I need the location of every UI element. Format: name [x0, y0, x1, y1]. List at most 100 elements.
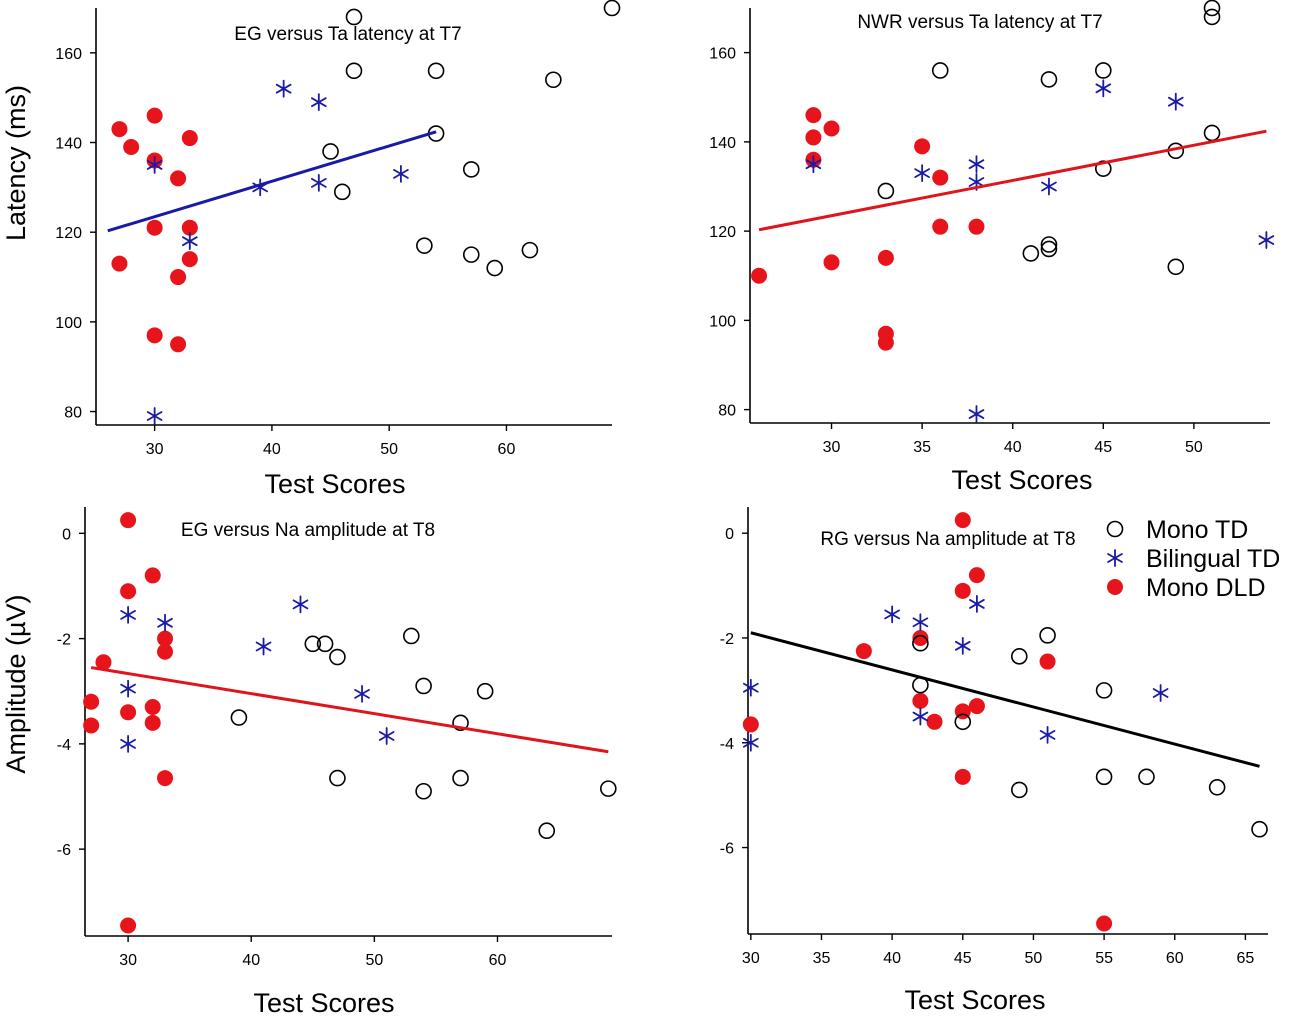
data-point-mono-td [1095, 682, 1113, 699]
asterisk-stroke [181, 236, 198, 247]
data-point-mono-dld [181, 219, 198, 236]
data-point-mono-dld [120, 917, 137, 934]
x-tick-label: 40 [1004, 439, 1022, 456]
data-point-mono-td [912, 634, 929, 652]
x-tick-label: 40 [242, 952, 260, 969]
x-tick-label: 45 [954, 950, 972, 967]
data-point-bilingual-td [968, 405, 985, 423]
legend-label-mono-td: Mono TD [1146, 516, 1248, 544]
data-point-mono-td [877, 182, 895, 200]
panel-title: NWR versus Ta latency at T7 [857, 12, 1102, 33]
data-point-mono-td [333, 183, 351, 201]
data-point-bilingual-td [255, 637, 272, 656]
y-tick-label: 100 [709, 313, 736, 330]
data-point-mono-dld [877, 249, 894, 266]
data-point-bilingual-td [1152, 684, 1169, 702]
data-point-mono-dld [805, 129, 822, 146]
data-point-bilingual-td [912, 613, 929, 632]
data-point-bilingual-td [805, 155, 822, 174]
data-point-mono-td [427, 62, 445, 80]
x-axis-label: Test Scores [264, 469, 405, 499]
data-point-mono-dld [157, 630, 174, 647]
data-point-mono-td [476, 682, 494, 700]
asterisk-stroke [954, 640, 971, 651]
data-point-mono-dld [954, 512, 971, 529]
x-tick-label: 30 [146, 441, 164, 458]
data-point-mono-dld [823, 254, 840, 271]
y-tick-label: -6 [57, 842, 71, 859]
asterisk-stroke [393, 169, 409, 179]
data-point-mono-dld [877, 334, 894, 351]
data-point-mono-dld [914, 138, 931, 155]
data-point-mono-dld [120, 704, 137, 721]
x-tick-label: 60 [1166, 950, 1184, 967]
data-point-mono-dld [912, 692, 929, 709]
data-point-mono-td [416, 237, 433, 254]
data-point-mono-dld [144, 567, 161, 584]
x-tick-label: 35 [813, 950, 831, 967]
data-point-bilingual-td [1167, 92, 1184, 111]
y-tick-label: -2 [720, 631, 734, 648]
data-point-bilingual-td [914, 164, 930, 183]
data-point-mono-td [600, 780, 617, 797]
data-point-mono-dld [912, 629, 929, 646]
panel-rg-amplitude: RG versus Na amplitude at T8 Test Scores… [720, 507, 1268, 1015]
x-tick-label: 50 [365, 952, 383, 969]
asterisk-stroke [310, 177, 327, 188]
data-point-mono-td [345, 62, 363, 80]
asterisk-stroke [1258, 235, 1275, 245]
y-tick-label: -6 [720, 841, 734, 858]
x-tick-label: 60 [489, 952, 507, 969]
data-point-mono-dld [146, 219, 163, 236]
y-tick-label: 140 [55, 136, 82, 153]
asterisk-stroke [884, 609, 900, 620]
asterisk-stroke [120, 683, 136, 694]
data-point-mono-dld [111, 255, 128, 272]
x-axis-label: Test Scores [904, 985, 1045, 1015]
data-point-mono-td [1011, 781, 1028, 799]
data-point-mono-td [415, 782, 432, 800]
data-point-mono-dld [95, 654, 112, 671]
data-point-mono-dld [1096, 915, 1113, 932]
x-tick-label: 30 [742, 950, 760, 967]
data-point-bilingual-td [157, 613, 173, 632]
asterisk-stroke [1107, 553, 1123, 563]
data-point-bilingual-td [1258, 231, 1275, 249]
data-point-mono-dld [120, 583, 137, 600]
data-point-mono-dld [968, 218, 985, 235]
data-point-mono-td [462, 161, 480, 178]
data-point-bilingual-td [378, 727, 395, 745]
asterisk-stroke [805, 159, 822, 170]
data-point-mono-dld [926, 713, 943, 730]
y-tick-label: 0 [725, 526, 734, 543]
data-point-bilingual-td [742, 733, 759, 752]
asterisk-stroke [354, 688, 370, 699]
data-point-mono-dld [855, 643, 872, 660]
y-tick-label: 160 [709, 46, 736, 63]
data-point-mono-td [1095, 160, 1112, 177]
regression-line [758, 129, 1267, 232]
data-point-bilingual-td [146, 407, 163, 425]
panel-nwr-latency: NWR versus Ta latency at T7 Test Scores … [709, 0, 1275, 495]
data-point-mono-dld [146, 327, 163, 344]
y-tick-label: -4 [720, 736, 734, 753]
data-point-mono-td [603, 0, 621, 17]
asterisk-icon [1107, 549, 1123, 567]
data-point-mono-td [1167, 258, 1185, 276]
x-tick-label: 55 [1095, 950, 1113, 967]
panel-title: EG versus Na amplitude at T8 [181, 520, 435, 541]
y-tick-label: 80 [64, 405, 82, 422]
data-point-mono-td [1208, 779, 1226, 796]
asterisk-stroke [146, 160, 163, 170]
asterisk-stroke [742, 682, 759, 693]
data-point-bilingual-td [181, 232, 198, 251]
data-point-mono-td [486, 259, 504, 277]
asterisk-stroke [275, 83, 292, 94]
asterisk-stroke [968, 409, 985, 419]
y-tick-label: -2 [57, 632, 71, 649]
data-point-mono-td [230, 709, 248, 726]
data-point-mono-dld [968, 567, 985, 584]
data-point-mono-td [545, 71, 562, 89]
data-point-mono-td [1040, 71, 1058, 88]
